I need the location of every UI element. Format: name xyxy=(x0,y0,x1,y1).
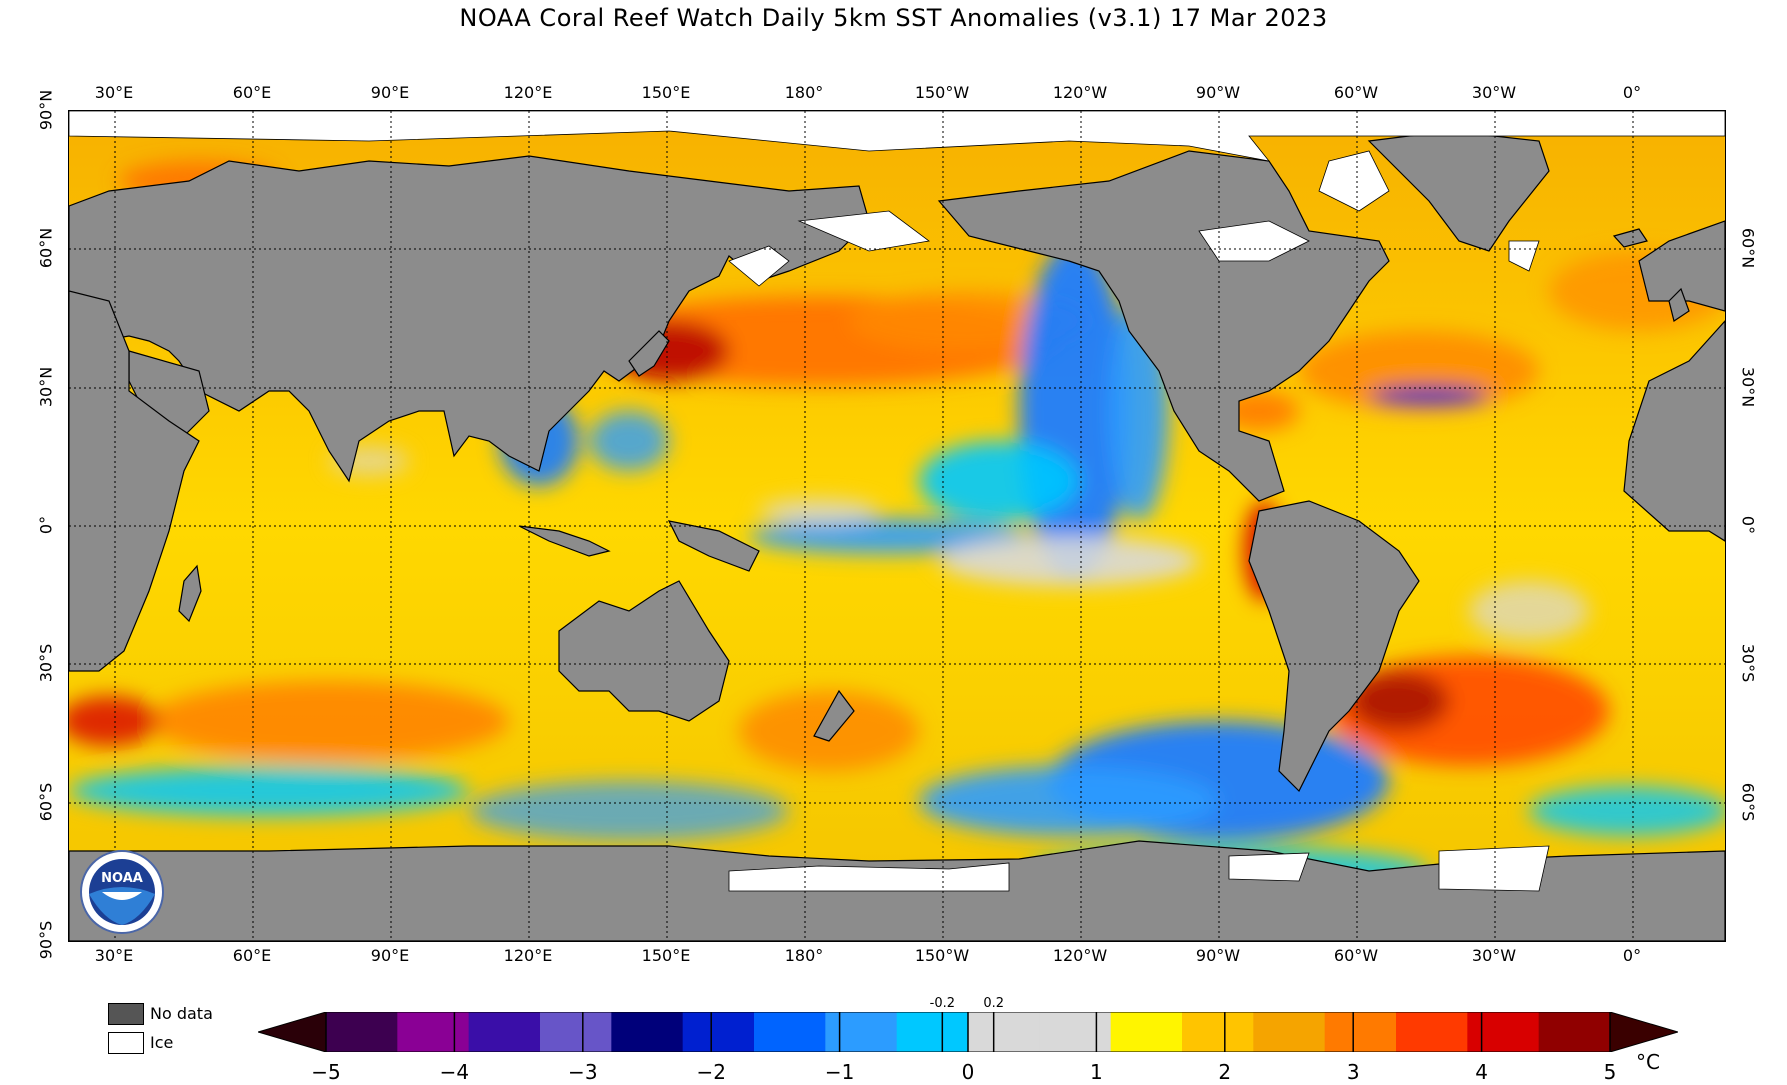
lon-label-top: 30°E xyxy=(94,83,134,102)
colorbar-segment xyxy=(968,1012,1040,1052)
colorbar-segment xyxy=(896,1012,969,1052)
colorbar-tick-label: −4 xyxy=(439,1060,470,1084)
lon-label-bottom: 150°W xyxy=(914,946,970,965)
colorbar-tick-label: 0 xyxy=(961,1060,975,1084)
colorbar-segment xyxy=(1324,1012,1397,1052)
map-canvas xyxy=(69,111,1725,941)
colorbar-tick-label: −2 xyxy=(696,1060,726,1084)
colorbar-segment xyxy=(754,1012,826,1052)
lat-label-left: 60°N xyxy=(36,227,56,269)
colorbar-tick-label: 3 xyxy=(1346,1060,1360,1084)
lon-label-bottom: 60°W xyxy=(1333,946,1379,965)
lon-label-bottom: 120°W xyxy=(1052,946,1108,965)
lon-label-top: 60°W xyxy=(1333,83,1379,102)
lon-label-bottom: 90°E xyxy=(370,946,410,965)
lat-label-right: 30°S xyxy=(1738,643,1758,683)
lat-label-right: 0° xyxy=(1738,515,1758,535)
lon-label-top: 0° xyxy=(1622,83,1642,102)
colorbar-tick-label: 2 xyxy=(1218,1060,1232,1084)
lon-label-top: 120°W xyxy=(1052,83,1108,102)
lon-label-bottom: 120°E xyxy=(503,946,553,965)
lat-label-right: 60°N xyxy=(1738,227,1758,269)
colorbar-segment xyxy=(468,1012,541,1052)
lon-label-bottom: 150°E xyxy=(641,946,691,965)
colorbar-tick-label: −5 xyxy=(311,1060,341,1084)
colorbar-small-label: -0.2 xyxy=(929,996,955,1011)
lon-label-top: 90°W xyxy=(1195,83,1241,102)
map-title: NOAA Coral Reef Watch Daily 5km SST Anom… xyxy=(459,4,1328,32)
colorbar-segment xyxy=(682,1012,755,1052)
lon-label-bottom: 60°E xyxy=(232,946,272,965)
noaa-logo: NOAA xyxy=(80,850,164,934)
nodata-label: No data xyxy=(150,1004,213,1023)
lon-label-bottom: 30°E xyxy=(94,946,134,965)
lat-label-left: 0° xyxy=(36,515,56,535)
colorbar-tick-label: 5 xyxy=(1603,1060,1617,1084)
lon-label-bottom: 180° xyxy=(784,946,824,965)
lat-label-left: 90°S xyxy=(36,920,56,960)
colorbar-segment xyxy=(1538,1012,1611,1052)
lon-label-bottom: 30°W xyxy=(1471,946,1517,965)
colorbar-tick-label: −3 xyxy=(568,1060,598,1084)
colorbar-segment xyxy=(1110,1012,1183,1052)
colorbar-tick-label: 1 xyxy=(1090,1060,1103,1084)
graticule xyxy=(69,111,1725,941)
colorbar-segment xyxy=(540,1012,612,1052)
ice-swatch xyxy=(108,1032,144,1054)
lat-label-left: 30°S xyxy=(36,643,56,683)
lon-label-top: 120°E xyxy=(503,83,553,102)
lat-label-left: 60°S xyxy=(36,782,56,822)
colorbar-tick-label: −1 xyxy=(824,1060,855,1084)
colorbar-segment xyxy=(1396,1012,1468,1052)
colorbar-segment xyxy=(1253,1012,1326,1052)
lon-label-top: 150°W xyxy=(914,83,970,102)
lon-label-top: 180° xyxy=(784,83,824,102)
lat-label-left: 90°N xyxy=(36,89,56,131)
land-layer xyxy=(69,130,1725,941)
colorbar-unit: °C xyxy=(1636,1050,1660,1074)
lon-label-top: 60°E xyxy=(232,83,272,102)
colorbar-high-arrow xyxy=(1609,1012,1678,1052)
ice-label: Ice xyxy=(150,1033,174,1052)
colorbar-segment xyxy=(1182,1012,1254,1052)
lat-label-left: 30°N xyxy=(36,366,56,408)
noaa-logo-text: NOAA xyxy=(101,871,143,886)
colorbar-segment xyxy=(825,1012,898,1052)
colorbar-tick-label: 4 xyxy=(1475,1060,1488,1084)
colorbar-segment xyxy=(1467,1012,1540,1052)
lon-label-top: 150°E xyxy=(641,83,691,102)
lon-label-bottom: 0° xyxy=(1622,946,1642,965)
lat-label-right: 60°S xyxy=(1738,782,1758,822)
lat-label-right: 30°N xyxy=(1738,366,1758,408)
lon-label-bottom: 90°W xyxy=(1195,946,1241,965)
colorbar-low-arrow xyxy=(258,1012,327,1052)
colorbar-segment xyxy=(326,1012,398,1052)
colorbar-segment xyxy=(1039,1012,1112,1052)
sst-anomaly-map xyxy=(68,110,1726,942)
colorbar xyxy=(258,1012,1678,1052)
lon-label-top: 30°W xyxy=(1471,83,1517,102)
colorbar-segment xyxy=(397,1012,470,1052)
colorbar-segment xyxy=(611,1012,684,1052)
lon-label-top: 90°E xyxy=(370,83,410,102)
nodata-swatch xyxy=(108,1003,144,1025)
colorbar-small-label: 0.2 xyxy=(983,996,1005,1011)
ice-layer xyxy=(69,111,1725,892)
